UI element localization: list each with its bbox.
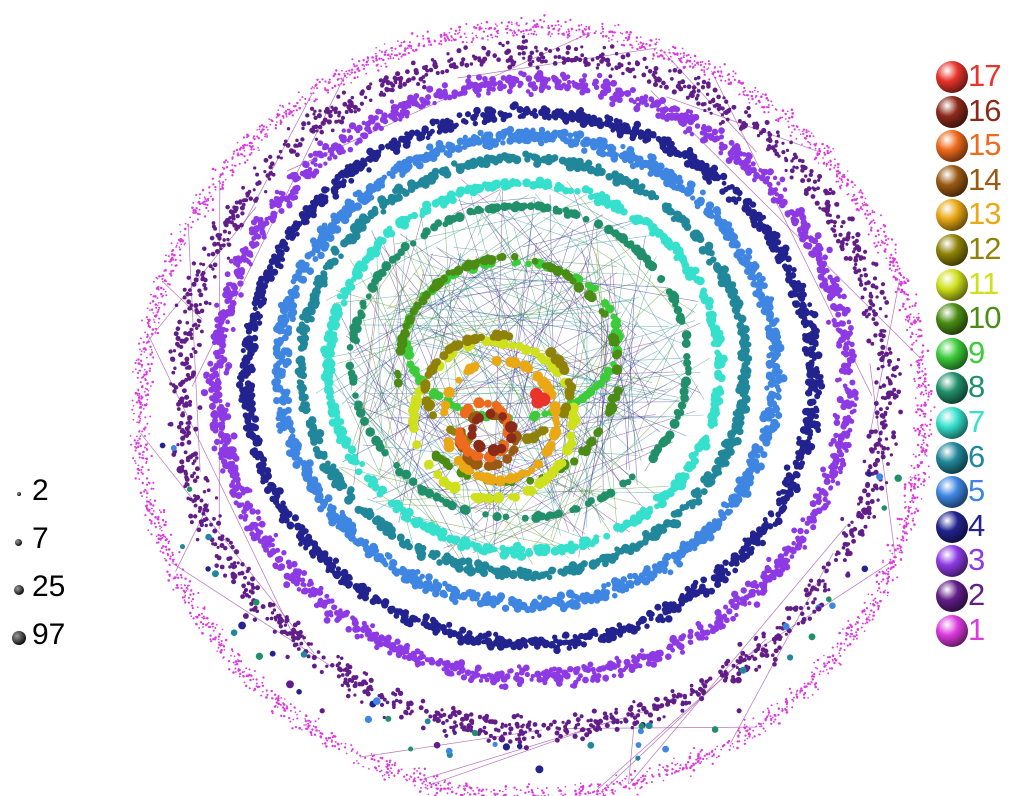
shell-ring-1: [129, 14, 936, 796]
shell-legend-label: 8: [968, 369, 985, 405]
shell-color-marker: [936, 476, 968, 509]
size-marker: [17, 492, 21, 496]
shell-ring-3: [200, 69, 859, 691]
size-legend-row: 2: [6, 470, 96, 518]
shell-legend-label: 4: [968, 507, 985, 543]
shell-legend-row: 9: [934, 335, 1012, 370]
shell-ring-5: [271, 125, 788, 614]
shell-color-marker: [936, 233, 968, 266]
shell-color-marker: [936, 130, 968, 163]
shell-legend-label: 11: [968, 265, 999, 301]
shell-legend-row: 4: [934, 508, 1012, 543]
size-legend-label: 97: [32, 618, 66, 651]
shell-legend-label: 10: [968, 300, 1001, 336]
shell-color-marker: [936, 337, 968, 370]
node-size-legend: 2 7 25 97: [6, 470, 96, 662]
shell-legend-label: 17: [968, 58, 1001, 93]
shell-legend-label: 16: [968, 92, 1001, 128]
shell-legend-row: 13: [934, 196, 1012, 232]
shell-legend-label: 1: [968, 611, 985, 647]
shell-legend-row: 8: [934, 369, 1012, 405]
shell-legend-row: 10: [934, 300, 1012, 336]
shell-legend-row: 5: [934, 473, 1012, 509]
size-legend-row: 25: [6, 566, 96, 614]
shell-color-marker: [936, 406, 968, 439]
shell-legend-label: 5: [968, 473, 985, 509]
concentric-shells: [129, 14, 936, 796]
shell-ring-8: [345, 201, 692, 523]
shell-legend-label: 2: [968, 576, 985, 612]
shell-color-marker: [936, 614, 968, 647]
shell-legend-label: 9: [968, 334, 985, 370]
shell-ring-6: [294, 150, 753, 582]
size-marker: [12, 631, 26, 645]
shell-legend-label: 15: [968, 127, 1001, 163]
size-legend-label: 2: [32, 474, 49, 507]
shell-color-marker: [936, 545, 968, 578]
shell-color-legend: 17 16 15 14 13 12 11 10 9 8 7 6 5 4 3 2 1: [934, 58, 1012, 647]
shell-color-marker: [936, 510, 968, 543]
shell-ring-13: [440, 355, 562, 487]
shell-color-marker: [936, 95, 968, 128]
shell-legend-label: 3: [968, 542, 985, 578]
size-legend-row: 7: [6, 518, 96, 566]
shell-legend-row: 15: [934, 127, 1012, 163]
size-legend-row: 97: [6, 614, 96, 662]
shell-legend-row: 16: [934, 93, 1012, 128]
shell-color-marker: [936, 303, 968, 336]
size-marker: [14, 585, 24, 595]
shell-color-marker: [936, 372, 968, 405]
shell-legend-row: 7: [934, 404, 1012, 439]
size-legend-label: 25: [32, 570, 66, 603]
shell-legend-label: 12: [968, 230, 1001, 266]
shell-legend-label: 13: [968, 196, 1001, 232]
shell-ring-2: [167, 35, 903, 751]
shell-legend-row: 17: [934, 58, 1012, 93]
shell-ring-16: [467, 409, 517, 457]
shell-ring-12: [420, 329, 577, 449]
shell-legend-row: 14: [934, 162, 1012, 197]
shell-color-marker: [936, 164, 968, 197]
size-legend-label: 7: [32, 522, 49, 555]
shell-ring-17: [529, 387, 551, 409]
shell-legend-row: 12: [934, 231, 1012, 266]
shell-ring-7: [320, 176, 728, 561]
shell-legend-row: 6: [934, 439, 1012, 474]
shell-legend-row: 1: [934, 612, 1012, 647]
shell-legend-row: 11: [934, 266, 1012, 301]
shell-legend-row: 2: [934, 577, 1012, 612]
shell-color-marker: [936, 441, 968, 474]
shell-legend-label: 6: [968, 438, 985, 474]
size-marker: [15, 539, 22, 546]
shell-legend-label: 7: [968, 403, 985, 439]
shell-color-marker: [936, 61, 968, 93]
shell-legend-row: 3: [934, 542, 1012, 578]
shell-color-marker: [936, 268, 968, 301]
shell-color-marker: [936, 199, 968, 232]
shell-color-marker: [936, 579, 968, 612]
shell-ring-4: [235, 101, 826, 655]
shell-legend-label: 14: [968, 161, 1001, 197]
